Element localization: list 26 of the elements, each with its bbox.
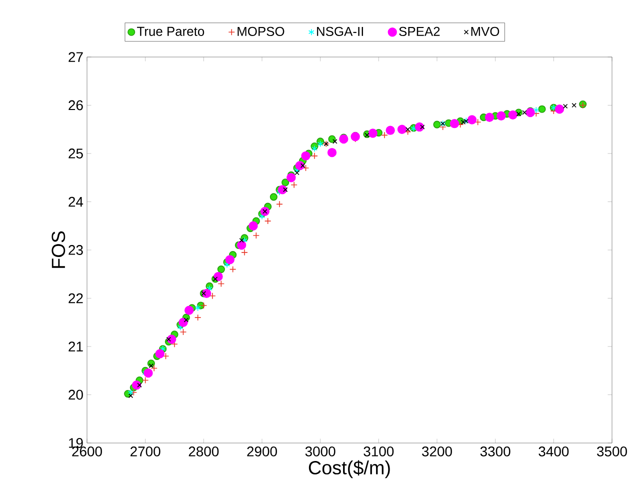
legend-label: SPEA2 xyxy=(399,26,440,36)
x-tick-label: 2800 xyxy=(188,446,219,456)
y-tick-label: 22 xyxy=(68,293,83,304)
legend-label: True Pareto xyxy=(137,26,204,36)
legend-label: NSGA-II xyxy=(317,26,364,36)
x-tick-label: 3300 xyxy=(480,446,510,456)
y-tick-label: 27 xyxy=(68,52,83,62)
y-tick-label: 19 xyxy=(69,438,83,448)
y-tick-label: 21 xyxy=(68,342,83,352)
x-tick-label: 3500 xyxy=(597,446,627,456)
y-tick-label: 20 xyxy=(68,390,83,400)
x-axis-title: Cost($/m) xyxy=(308,460,390,478)
legend-label: MOPSO xyxy=(238,26,284,36)
y-tick-label: 25 xyxy=(68,148,83,158)
x-tick-label: 2900 xyxy=(247,446,277,456)
x-tick-label: 3400 xyxy=(538,446,569,456)
legend-label: MVO xyxy=(471,26,500,36)
x-tick-label: 2700 xyxy=(130,446,160,456)
x-tick-label: 2600 xyxy=(72,446,102,456)
y-tick-label: 24 xyxy=(68,196,84,207)
x-tick-label: 3000 xyxy=(305,446,336,456)
x-tick-label: 3200 xyxy=(422,446,452,456)
x-tick-label: 3100 xyxy=(364,446,394,456)
y-tick-label: 23 xyxy=(68,245,83,255)
y-tick-label: 26 xyxy=(68,100,83,110)
y-axis-title: FOS xyxy=(52,231,66,268)
